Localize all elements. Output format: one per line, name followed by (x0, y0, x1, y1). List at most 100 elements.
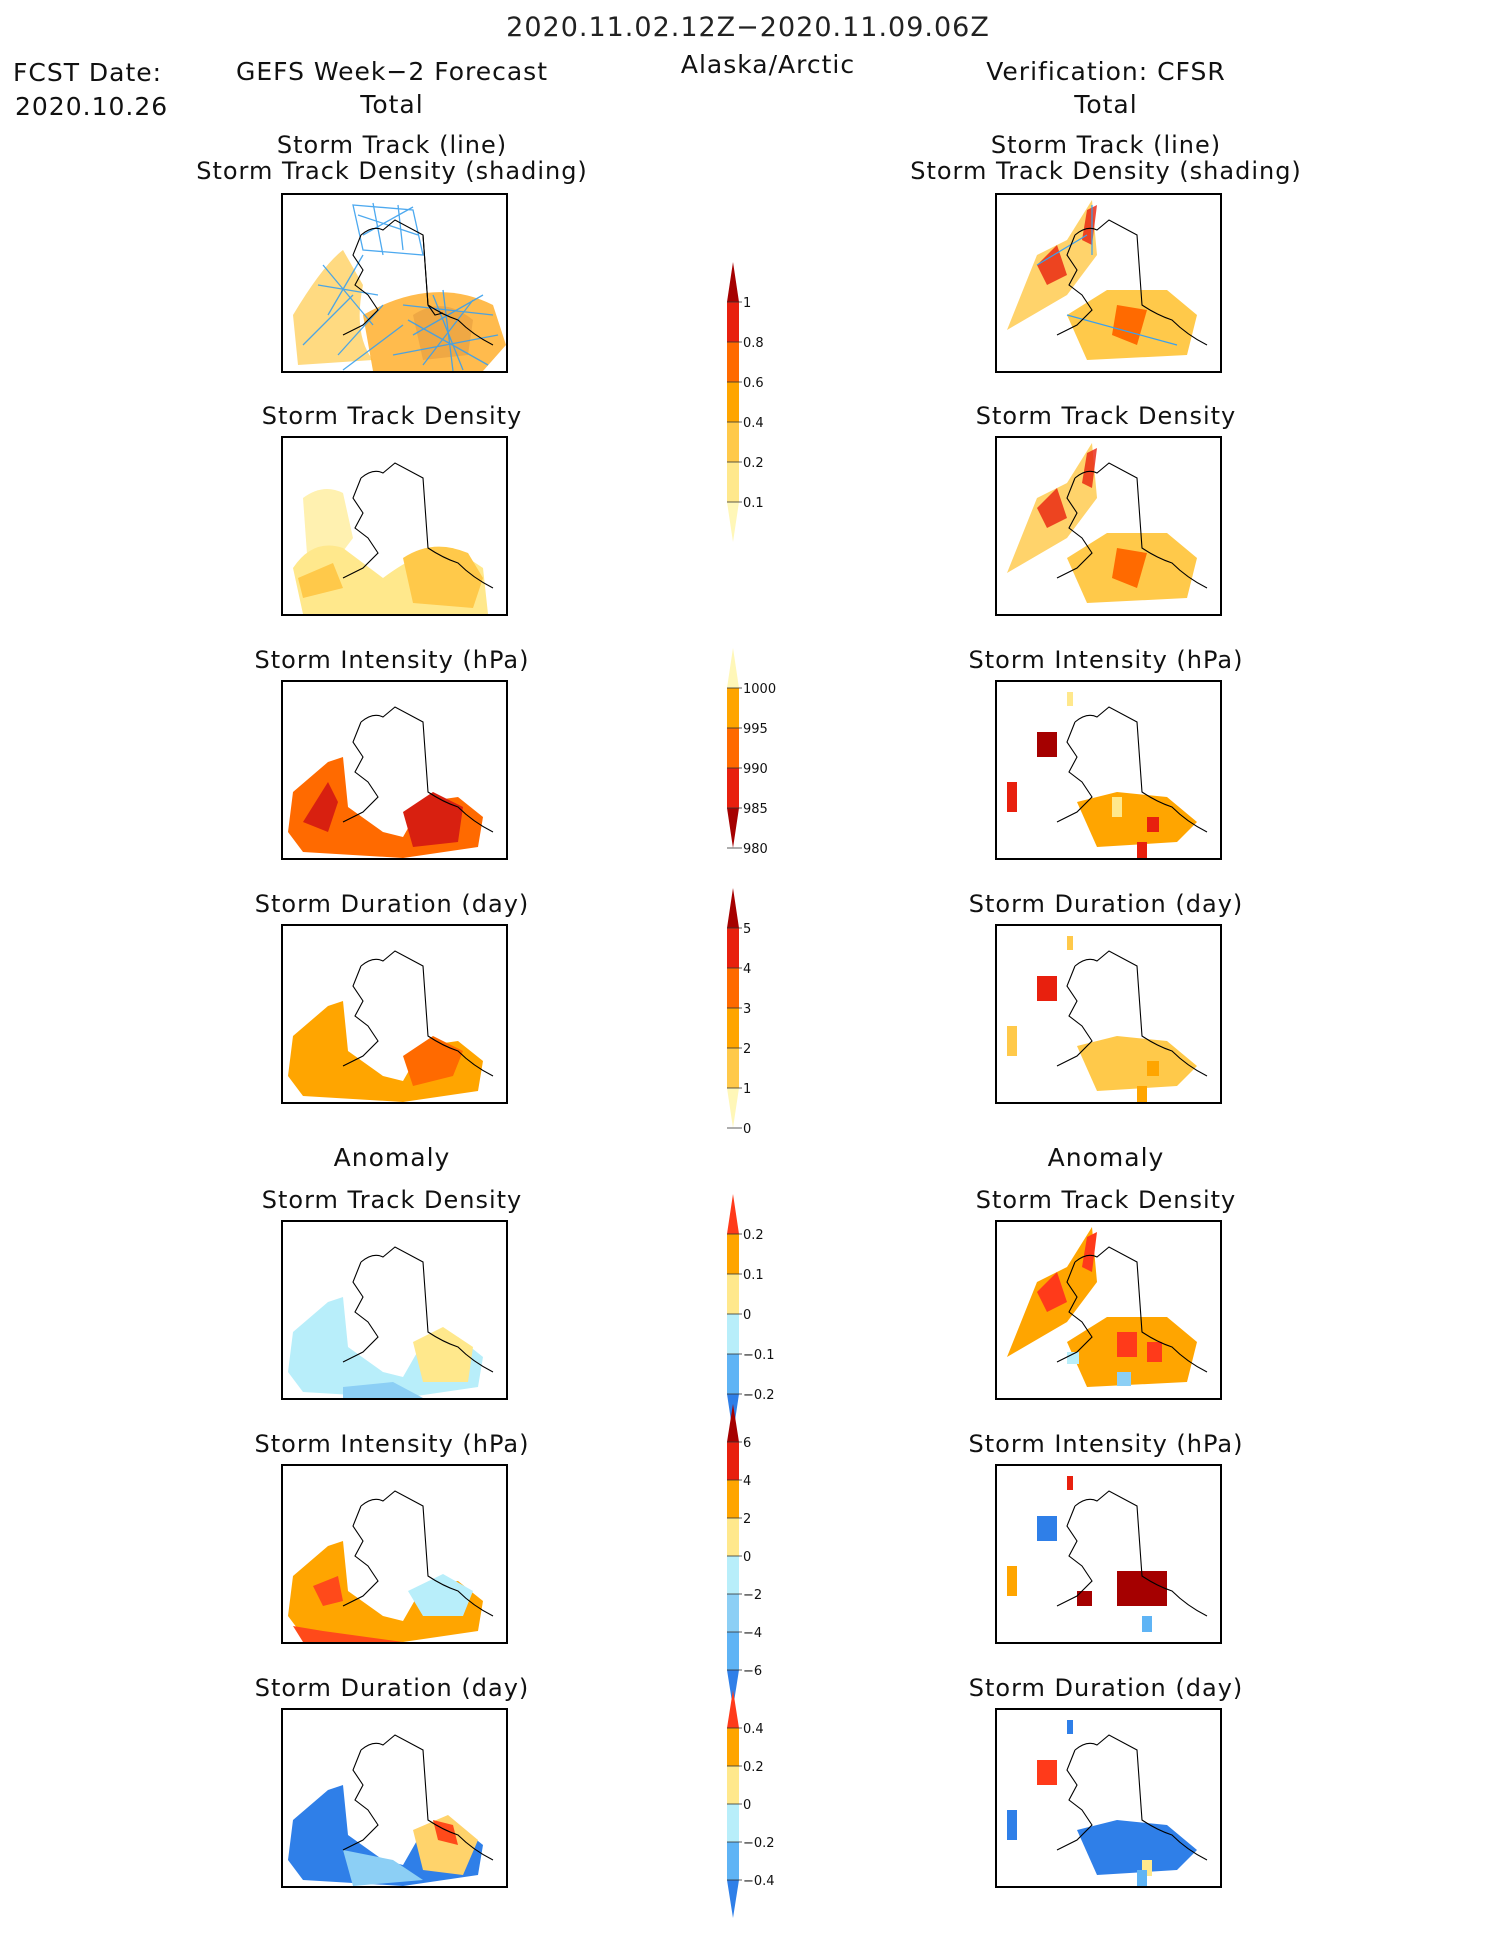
map-svg (288, 706, 494, 858)
colorbar-tick-label: −0.2 (743, 1388, 775, 1403)
colorbar-tick-label: 0.2 (743, 1760, 764, 1775)
colorbar-tick-label: −0.4 (743, 1874, 775, 1889)
right-anom-duration-title: Storm Duration (day) (968, 1674, 1244, 1702)
colorbar-tick-label: 1 (743, 1082, 751, 1097)
colorbar-tick-label: 0 (743, 1798, 751, 1813)
date-range-title: 2020.11.02.12Z−2020.11.09.06Z (506, 12, 990, 43)
map-forecast-intensity-anomaly (281, 1464, 508, 1644)
colorbar-segment (727, 1274, 739, 1314)
colorbar-tick-label: 990 (743, 762, 768, 777)
map-forecast-density-anomaly (281, 1220, 508, 1400)
colorbar-segment (727, 888, 739, 928)
colorbar-segment (727, 1480, 739, 1518)
colorbar-segment (727, 968, 739, 1008)
colorbar-tick-label: 5 (743, 922, 751, 937)
map-svg (293, 462, 494, 614)
colorbar-segment (727, 1670, 739, 1708)
colorbar-tick-label: −2 (743, 1588, 762, 1603)
map-verification-duration (995, 924, 1222, 1104)
map-svg (1007, 443, 1208, 603)
colorbar-segment (727, 1194, 739, 1234)
left-anom-intensity-title: Storm Intensity (hPa) (254, 1430, 530, 1458)
right-track-line-title: Storm Track (line) (990, 131, 1222, 159)
colorbar-segment (727, 808, 739, 848)
map-svg (288, 1734, 494, 1886)
colorbar-segment (727, 1690, 739, 1728)
colorbar-intensity-total: 1000 995 990 985 980 (725, 648, 805, 892)
colorbar-tick-label: 985 (743, 802, 768, 817)
map-svg (1007, 692, 1208, 858)
colorbar-tick-label: 0.4 (743, 1722, 764, 1737)
fcst-date-value: 2020.10.26 (15, 92, 169, 121)
colorbar-segment (727, 1594, 739, 1632)
map-svg (1007, 1476, 1208, 1632)
map-verification-density (995, 436, 1222, 616)
right-intensity-title: Storm Intensity (hPa) (968, 646, 1244, 674)
left-anom-duration-title: Storm Duration (day) (254, 1674, 530, 1702)
fcst-date-label: FCST Date: (13, 58, 163, 87)
map-verification-intensity (995, 680, 1222, 860)
colorbar-tick-label: 0 (743, 1308, 751, 1323)
colorbar-tick-label: 0.1 (743, 1268, 764, 1283)
right-anomaly-heading: Anomaly (1047, 1143, 1165, 1172)
right-total-subtitle: Total (1074, 90, 1138, 119)
colorbar-tick-label: 1000 (743, 682, 776, 697)
left-intensity-title: Storm Intensity (hPa) (254, 646, 530, 674)
map-forecast-duration (281, 924, 508, 1104)
map-verification-intensity-anomaly (995, 1464, 1222, 1644)
colorbar-segment (727, 1518, 739, 1556)
colorbar-duration-total: 5 4 3 2 1 0 (725, 888, 805, 1172)
colorbar-tick-label: −4 (743, 1626, 762, 1641)
map-svg (288, 1490, 494, 1642)
map-svg (1007, 936, 1208, 1102)
map-forecast-track (281, 193, 508, 373)
left-density-title: Storm Track Density (261, 402, 523, 430)
colorbar-tick-label: −0.2 (743, 1836, 775, 1851)
right-duration-title: Storm Duration (day) (968, 890, 1244, 918)
colorbar-tick-label: 0.8 (743, 336, 764, 351)
left-track-line-title: Storm Track (line) (276, 131, 508, 159)
colorbar-tick-label: 0 (743, 1122, 751, 1137)
colorbar-tick-label: 0.4 (743, 416, 764, 431)
colorbar-segment (727, 462, 739, 502)
left-track-shading-title: Storm Track Density (shading) (196, 157, 588, 185)
colorbar-tick-label: 980 (743, 842, 768, 857)
colorbar-intensity-anomaly: 6 4 2 0 −2 −4 −6 (725, 1404, 805, 1718)
map-forecast-duration-anomaly (281, 1708, 508, 1888)
colorbar-segment (727, 1880, 739, 1918)
colorbar-segment (727, 302, 739, 342)
colorbar-tick-label: 6 (743, 1436, 751, 1451)
colorbar-segment (727, 1048, 739, 1088)
colorbar-tick-label: −6 (743, 1664, 762, 1679)
colorbar-segment (727, 1556, 739, 1594)
colorbar-segment (727, 1766, 739, 1804)
map-forecast-intensity (281, 680, 508, 860)
colorbar-tick-label: 3 (743, 1002, 751, 1017)
colorbar-segment (727, 262, 739, 302)
colorbar-segment (727, 342, 739, 382)
colorbar-tick-label: 4 (743, 1474, 751, 1489)
colorbar-tick-label: 0.1 (743, 496, 764, 511)
colorbar-tick-label: 1 (743, 296, 751, 311)
colorbar-segment (727, 1314, 739, 1354)
colorbar-tick-label: 2 (743, 1512, 751, 1527)
map-svg (288, 950, 494, 1102)
verification-title: Verification: CFSR (986, 57, 1226, 86)
colorbar-tick-label: −0.1 (743, 1348, 775, 1363)
left-total-subtitle: Total (360, 90, 424, 119)
colorbar-duration-anomaly: 0.4 0.2 0 −0.2 −0.4 (725, 1690, 805, 1934)
map-svg (1007, 1227, 1208, 1387)
colorbar-segment (727, 1842, 739, 1880)
colorbar-segment (727, 502, 739, 542)
region-title: Alaska/Arctic (680, 50, 856, 79)
map-verification-duration-anomaly (995, 1708, 1222, 1888)
map-svg (1007, 1720, 1208, 1886)
colorbar-segment (727, 768, 739, 808)
colorbar-segment (727, 1728, 739, 1766)
colorbar-segment (727, 1404, 739, 1442)
colorbar-tick-label: 0.2 (743, 1228, 764, 1243)
gefs-forecast-title: GEFS Week−2 Forecast (235, 57, 549, 86)
colorbar-segment (727, 1354, 739, 1394)
colorbar-segment (727, 1234, 739, 1274)
left-anom-density-title: Storm Track Density (261, 1186, 523, 1214)
